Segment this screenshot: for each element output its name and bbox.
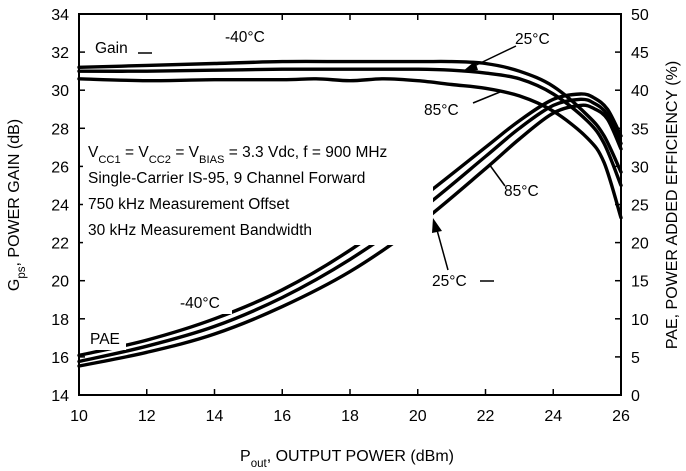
y-left-tick-label: 30 — [51, 83, 69, 100]
series-line-3 — [77, 77, 623, 220]
series-line-6 — [77, 103, 623, 368]
x-tick-label: 16 — [273, 408, 291, 425]
y-left-tick-label: 16 — [51, 350, 69, 367]
y-right-tick-label: 30 — [631, 159, 649, 176]
label-pae-25: 25°C — [432, 273, 467, 290]
condition-line-3: 750 kHz Measurement Offset — [88, 196, 290, 213]
y-axis-right-title: PAE, POWER ADDED EFFICIENCY (%) — [664, 61, 681, 349]
y-right-tick-label: 10 — [631, 312, 649, 329]
y-right-tick-label: 0 — [631, 388, 640, 405]
annotation-backgrounds — [83, 24, 554, 350]
series-line-2 — [77, 67, 623, 188]
arrow-pae-25 — [432, 218, 449, 271]
y-right-tick-label: 45 — [631, 45, 649, 62]
y-left-tick-label: 20 — [51, 274, 69, 291]
y-left-tick-label: 14 — [51, 388, 69, 405]
x-axis-title: Pout, OUTPUT POWER (dBm) — [240, 448, 454, 470]
series-line-4 — [77, 92, 623, 358]
label-pae-minus40: -40°C — [180, 295, 220, 312]
x-tick-label: 10 — [70, 408, 88, 425]
x-tick-label: 20 — [409, 408, 427, 425]
arrow-pae-85 — [488, 163, 506, 187]
x-tick-label: 18 — [341, 408, 359, 425]
arrow-gain-85 — [472, 91, 501, 104]
y-right-tick-label: 15 — [631, 274, 649, 291]
label-gain-85: 85°C — [424, 102, 459, 119]
conditions-annotation: VCC1 = VCC2 = VBIAS = 3.3 Vdc, f = 900 M… — [88, 144, 387, 239]
condition-line-4: 30 kHz Measurement Bandwidth — [88, 222, 312, 239]
x-tick-label: 24 — [544, 408, 562, 425]
label-gain-25: 25°C — [515, 31, 550, 48]
series-line-1 — [77, 59, 623, 174]
condition-line-2: Single-Carrier IS-95, 9 Channel Forward — [88, 170, 365, 187]
y-axis-left: 14 16 18 20 22 24 26 28 30 32 34 — [51, 7, 85, 405]
x-tick-label: 26 — [612, 408, 630, 425]
y-left-tick-label: 18 — [51, 312, 69, 329]
y-left-tick-label: 24 — [51, 198, 69, 215]
y-right-tick-label: 20 — [631, 236, 649, 253]
y-left-tick-label: 32 — [51, 45, 69, 62]
x-tick-label: 14 — [206, 408, 224, 425]
x-axis: 10 12 14 16 18 20 22 24 26 — [70, 14, 630, 425]
label-pae: PAE — [90, 331, 120, 348]
label-gain-minus40: -40°C — [225, 29, 265, 46]
series-line-5 — [77, 97, 623, 364]
y-left-tick-label: 28 — [51, 121, 69, 138]
y-left-tick-label: 34 — [51, 7, 69, 24]
y-right-tick-label: 50 — [631, 7, 649, 24]
x-tick-label: 12 — [138, 408, 156, 425]
arrow-gain-25 — [462, 45, 517, 72]
x-tick-label: 22 — [477, 408, 495, 425]
label-gain: Gain — [95, 40, 128, 57]
y-left-tick-label: 26 — [51, 159, 69, 176]
y-right-tick-label: 40 — [631, 83, 649, 100]
y-axis-right: 0 5 10 15 20 25 30 35 40 45 50 — [615, 7, 649, 405]
label-pae-85: 85°C — [504, 183, 539, 200]
y-axis-left-title: Gps, POWER GAIN (dB) — [6, 119, 28, 291]
y-left-tick-label: 22 — [51, 236, 69, 253]
y-right-tick-label: 5 — [631, 350, 640, 367]
y-right-tick-label: 35 — [631, 121, 649, 138]
series-layer — [77, 59, 623, 368]
condition-line-1: VCC1 = VCC2 = VBIAS = 3.3 Vdc, f = 900 M… — [88, 144, 387, 166]
y-right-tick-label: 25 — [631, 198, 649, 215]
